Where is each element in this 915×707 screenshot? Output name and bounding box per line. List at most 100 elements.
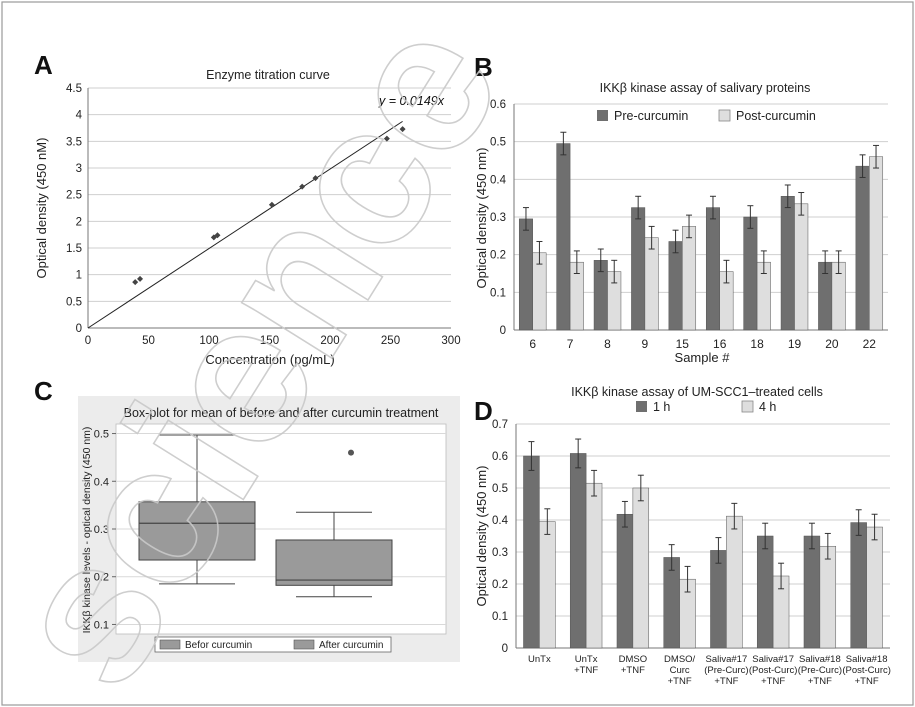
panel-d-y-label: Optical density (450 nm) xyxy=(474,466,489,607)
panel-c-legend-before: Befor curcumin xyxy=(185,640,252,651)
panel-letter-c: C xyxy=(34,376,53,406)
panel-b-y-tick-3: 0.3 xyxy=(490,212,506,224)
panel-d-bars xyxy=(523,453,883,649)
panel-d-x-tick-0: UnTx xyxy=(528,654,551,665)
panel-a-y-tick-9: 4.5 xyxy=(66,83,82,95)
panel-a-point-0 xyxy=(132,279,139,286)
panel-a-x-tick-2: 100 xyxy=(199,335,218,347)
panel-d-y-tick-7: 0.7 xyxy=(492,419,508,431)
panel-a-y-tick-0: 0 xyxy=(76,323,82,335)
panel-a-gridlines xyxy=(88,87,451,302)
panel-d-x-tick-5: Saliva#17 (Post-Curc) +TNF xyxy=(749,654,798,687)
panel-b-bar-0-5 xyxy=(705,207,720,331)
panel-d-y-tick-6: 0.6 xyxy=(492,451,508,463)
panel-b-error-1-0 xyxy=(536,240,543,265)
panel-d-error-1-0 xyxy=(544,508,551,535)
panel-a-point-4 xyxy=(268,201,275,208)
panel-b-x-tick-3: 9 xyxy=(642,337,649,351)
panel-b-legend-swatch-post xyxy=(718,109,731,122)
panel-a-points xyxy=(132,126,406,286)
panel-c-y-label: IKKβ kinase levels - optical density (45… xyxy=(81,427,93,634)
panel-b-legend-pre: Pre-curcumin xyxy=(614,109,688,123)
panel-a-y-label: Optical density (450 nM) xyxy=(34,138,49,279)
panel-d-error-1-7 xyxy=(871,513,878,541)
panel-a-y-tick-2: 1 xyxy=(76,270,82,282)
panel-b-x-tick-5: 16 xyxy=(713,337,727,351)
panel-b-bar-1-9 xyxy=(869,156,884,331)
panel-d-bar-1-6 xyxy=(819,545,837,649)
panel-d-bar-0-0 xyxy=(523,455,540,649)
panel-a-scatter: 00.511.522.533.544.5 0 50 100 150 200 250 300 … xyxy=(34,68,461,367)
panel-a-y-tick-labels: 0 0.5 1 1.5 2 2.5 3 3.5 4 4.5 xyxy=(66,83,83,335)
panel-a-y-tick-4: 2 xyxy=(76,216,82,228)
panel-b-bar-0-7 xyxy=(780,196,795,331)
panel-b-error-1-8 xyxy=(835,250,842,274)
panel-letter-a: A xyxy=(34,50,53,80)
panel-b-error-1-1 xyxy=(573,250,580,274)
panel-b-error-0-7 xyxy=(784,184,791,209)
panel-a-x-label: Concentration (pg/mL) xyxy=(205,352,334,367)
panel-b-error-1-7 xyxy=(798,192,805,216)
panel-b-bar-chart: 0 0.1 0.2 0.3 0.4 0.5 0.6 6 7 8 9 15 16 18 19 20 22 IKK… xyxy=(474,81,888,365)
panel-a-x-tick-0: 0 xyxy=(85,335,91,347)
panel-b-y-tick-6: 0.6 xyxy=(490,99,506,111)
panel-c-title: Box-plot for mean of before and after cu… xyxy=(124,406,439,420)
panel-letter-b: B xyxy=(474,52,493,82)
panel-c-legend-swatch-after xyxy=(293,639,315,650)
panel-d-bar-chart: 0 0.1 0.2 0.3 0.4 0.5 0.6 0.7 UnTx UnTx +TNF DMSO +… xyxy=(474,385,891,687)
panel-d-error-1-3 xyxy=(684,565,691,593)
panel-a-x-tick-1: 50 xyxy=(142,335,155,347)
panel-b-error-1-6 xyxy=(760,250,767,274)
panel-b-x-tick-4: 15 xyxy=(676,337,690,351)
panel-a-x-tick-4: 200 xyxy=(320,335,339,347)
panel-b-error-0-5 xyxy=(709,195,716,220)
panel-c-box-1 xyxy=(275,449,393,598)
panel-b-y-tick-4: 0.4 xyxy=(490,174,507,186)
panel-d-bar-0-5 xyxy=(756,535,774,649)
panel-b-bar-0-1 xyxy=(556,143,571,331)
panel-b-y-label: Optical density (450 nm) xyxy=(474,148,489,289)
panel-d-legend: 1 h 4 h xyxy=(636,400,776,414)
panel-d-bar-1-1 xyxy=(585,482,603,649)
panel-b-bar-0-6 xyxy=(743,216,758,331)
panel-a-y-tick-6: 3 xyxy=(76,163,82,175)
panel-b-error-1-2 xyxy=(611,259,618,284)
panel-b-error-0-6 xyxy=(747,205,754,229)
panel-b-x-tick-2: 8 xyxy=(604,337,611,351)
panel-a-y-tick-7: 3.5 xyxy=(66,136,82,148)
panel-d-y-tick-0: 0 xyxy=(502,643,508,655)
panel-b-legend: Pre-curcumin Post-curcumin xyxy=(597,109,816,123)
panel-c-legend-swatch-before xyxy=(159,639,181,650)
panel-d-bar-0-4 xyxy=(710,550,727,649)
panel-a-x-tick-5: 250 xyxy=(381,335,400,347)
panel-d-error-0-0 xyxy=(528,441,535,471)
panel-d-bar-0-6 xyxy=(803,535,821,649)
panel-c-legend-after: After curcumin xyxy=(319,640,383,651)
panel-a-y-tick-1: 0.5 xyxy=(66,296,82,308)
panel-letter-d: D xyxy=(474,396,493,426)
panel-c-outlier-1-0 xyxy=(348,449,354,456)
panel-b-error-1-3 xyxy=(648,225,655,250)
panel-b-x-tick-9: 22 xyxy=(863,337,877,351)
panel-d-bar-1-0 xyxy=(539,521,556,649)
panel-b-x-tick-0: 6 xyxy=(529,337,536,351)
panel-b-bar-0-3 xyxy=(631,207,646,331)
panel-c-box-plot: 0.1 0.2 0.3 0.4 0.5 Box-plot for mean of bef… xyxy=(78,396,460,662)
panel-b-x-tick-labels: 6 7 8 9 15 16 18 19 20 22 xyxy=(529,337,876,351)
panel-a-x-tick-6: 300 xyxy=(441,335,460,347)
panel-c-legend-box xyxy=(154,636,392,653)
panel-b-bar-0-4 xyxy=(668,241,683,331)
panel-a-y-tick-3: 1.5 xyxy=(66,243,82,255)
panel-c-y-tick-2: 0.3 xyxy=(94,524,109,536)
panel-a-y-tick-8: 4 xyxy=(76,110,83,122)
panel-b-x-tick-1: 7 xyxy=(567,337,574,351)
panel-b-x-tick-7: 19 xyxy=(788,337,802,351)
panel-c-y-tick-4: 0.5 xyxy=(94,429,109,441)
panel-b-title: IKKβ kinase assay of salivary proteins xyxy=(600,81,811,95)
panel-a-point-3 xyxy=(214,232,221,239)
panel-d-error-1-6 xyxy=(824,532,831,560)
panel-d-x-tick-3: DMSO/Curc +TNF xyxy=(664,654,696,687)
panel-d-bar-1-2 xyxy=(632,487,650,649)
